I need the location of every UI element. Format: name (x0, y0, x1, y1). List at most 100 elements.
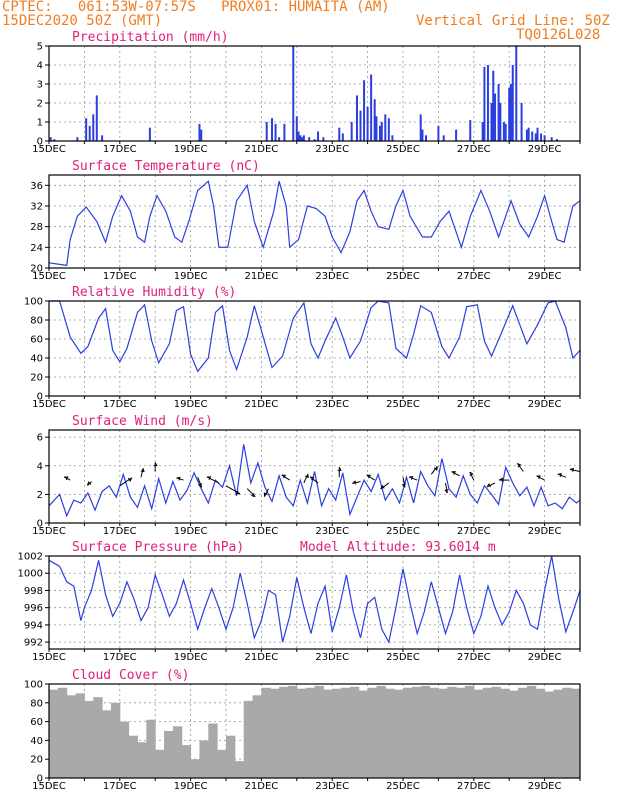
wind-arrow-head (309, 476, 315, 481)
wind-arrow-head (569, 467, 574, 472)
press-y-tick-label: 992 (24, 638, 43, 649)
cloud-bar (93, 697, 103, 778)
temp-series-line (48, 180, 581, 267)
cloud-x-tick-label: 21DEC (245, 781, 279, 792)
precip-bar (295, 116, 298, 141)
wind-x-tick-label: 25DEC (386, 526, 420, 537)
rh-x-tick-label: 19DEC (174, 399, 208, 410)
precip-y-tick-label: 4 (37, 61, 43, 72)
press-x-tick-label: 21DEC (245, 652, 279, 663)
precip-bar (391, 135, 394, 141)
cloud-y-tick-label: 40 (30, 736, 43, 747)
precip-y-tick-label: 2 (37, 99, 43, 110)
rh-x-tick-label: 21DEC (245, 399, 279, 410)
precip-bar (274, 123, 277, 141)
temp-x-tick-label: 17DEC (103, 271, 137, 282)
temp-x-tick-label: 19DEC (174, 271, 208, 282)
wind-arrow (246, 488, 256, 498)
wind-x-tick-label: 27DEC (457, 526, 491, 537)
precip-bar (550, 137, 553, 141)
wind-arrow-head (498, 477, 503, 482)
precip-bar (525, 129, 528, 141)
cloud-bar (217, 749, 227, 778)
cloud-bar (332, 688, 342, 778)
wind-series-line (48, 444, 581, 518)
cloud-bar (128, 735, 138, 778)
precip-bar (520, 103, 523, 141)
precip-bar (419, 114, 422, 141)
precip-bar (536, 127, 539, 141)
precip-y-tick-label: 3 (37, 80, 43, 91)
cloud-bar (438, 688, 448, 778)
precip-bar (278, 137, 281, 141)
precip-bar (469, 120, 472, 141)
precip-bar (380, 122, 383, 141)
cloud-bar (358, 690, 369, 778)
wind-arrow-head (235, 490, 241, 495)
precip-bar (555, 139, 558, 141)
rh-x-tick-label: 27DEC (457, 399, 491, 410)
wind-arrow-head (451, 471, 456, 475)
precip-bar (355, 95, 358, 141)
cloud-bar (385, 688, 395, 778)
press-y-tick-label: 996 (24, 603, 43, 614)
cloud-bar (403, 687, 413, 778)
precip-x-tick-label: 27DEC (457, 144, 491, 155)
cloud-bar (270, 688, 280, 778)
wind-arrow-head (401, 483, 407, 488)
cloud-bar (49, 689, 59, 778)
precip-bar (363, 80, 366, 141)
temp-y-tick-label: 28 (30, 222, 43, 233)
precip-bar (490, 103, 493, 141)
wind-arrow (557, 473, 567, 478)
cloud-bar (411, 686, 422, 778)
cloud-bar (509, 690, 519, 778)
wind-arrow (408, 476, 418, 481)
wind-arrow (486, 482, 496, 488)
cloud-bar (518, 687, 528, 778)
wind-arrow (264, 488, 269, 497)
press-title: Surface Pressure (hPa) (72, 540, 244, 555)
cloud-bar (535, 688, 546, 778)
precip-bar (373, 99, 376, 141)
temp-x-tick-label: 21DEC (245, 271, 279, 282)
wind-arrow (536, 475, 545, 481)
wind-arrow (380, 482, 390, 490)
press-y-tick-label: 994 (24, 620, 43, 631)
press-x-tick-label: 27DEC (457, 652, 491, 663)
wind-title: Surface Wind (m/s) (72, 414, 213, 429)
precip-bar (384, 114, 387, 141)
cloud-bar (287, 685, 298, 778)
temp-x-tick-label: 23DEC (315, 271, 349, 282)
cloud-bar (367, 687, 377, 778)
precip-bar (322, 137, 325, 141)
precip-bar (308, 137, 311, 141)
wind-arrow-head (517, 463, 522, 468)
cloud-bar (199, 740, 209, 778)
wind-arrow-head (444, 489, 449, 494)
cloud-bar (190, 759, 200, 778)
cloud-bar (137, 742, 147, 778)
cloud-bar (376, 685, 386, 778)
rh-x-tick-label: 15DEC (32, 399, 66, 410)
precip-bar (341, 133, 344, 141)
cloud-x-tick-label: 25DEC (386, 781, 420, 792)
press-x-tick-label: 19DEC (174, 652, 208, 663)
rh-y-tick-label: 100 (24, 297, 43, 308)
press-x-tick-label: 23DEC (315, 652, 349, 663)
precip-bar (76, 137, 79, 141)
precip-bar (515, 46, 518, 141)
wind-x-tick-label: 21DEC (245, 526, 279, 537)
rh-panel: 0 20 40 60 80 100 15DEC 17DEC 19DEC 21DEC 23DEC 25D… (24, 285, 581, 410)
rh-x-tick-label: 17DEC (103, 399, 137, 410)
cloud-bar (429, 687, 439, 778)
precip-bar (421, 129, 424, 141)
precip-bar (359, 110, 362, 141)
wind-arrow-head (409, 475, 414, 480)
cloud-y-tick-label: 80 (30, 698, 43, 709)
wind-arrow (516, 463, 524, 472)
wind-arrow-head (304, 473, 309, 479)
precip-panel: 0 1 2 3 4 5 15DEC 17DEC 19DEC 21DEC 23DEC 25DEC 27DE… (32, 30, 581, 155)
wind-arrow-head (366, 474, 372, 479)
press-y-tick-label: 998 (24, 586, 43, 597)
